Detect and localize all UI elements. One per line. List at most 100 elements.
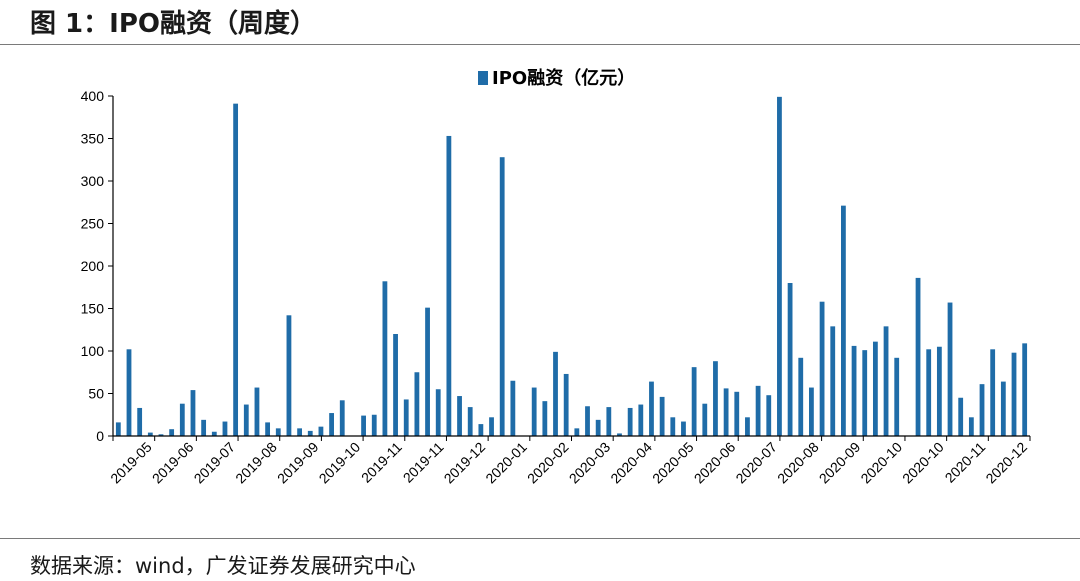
bar (659, 396, 665, 436)
bar (233, 103, 239, 437)
bar (222, 421, 228, 436)
x-tick-label: 2020-09 (816, 439, 864, 487)
bar (1000, 381, 1006, 436)
bar (286, 315, 292, 436)
bar (745, 417, 750, 436)
bar (126, 349, 132, 436)
bar (297, 428, 302, 436)
bar (489, 417, 494, 436)
bar (169, 429, 175, 436)
x-tick-label: 2019-11 (358, 439, 405, 486)
figure-title: 图 1：IPO融资（周度） (30, 9, 316, 39)
bar (947, 302, 953, 436)
bar (265, 422, 271, 436)
y-tick-label: 250 (81, 216, 105, 232)
bar (681, 421, 686, 436)
x-tick-label: 2020-04 (607, 439, 655, 487)
bar (979, 384, 985, 436)
bar (1022, 343, 1028, 436)
bar (542, 401, 548, 436)
bar (798, 357, 804, 436)
bar (777, 96, 782, 436)
bar (563, 373, 569, 436)
bar (830, 326, 836, 436)
x-tick-label: 2020-03 (566, 439, 614, 487)
bar (446, 135, 452, 436)
bar (841, 205, 846, 436)
bar (990, 349, 996, 436)
bar (318, 426, 324, 436)
bar (1011, 352, 1017, 436)
y-tick-label: 0 (96, 428, 104, 444)
bar (510, 380, 516, 436)
bar (553, 351, 558, 436)
x-tick-label: 2020-07 (732, 439, 780, 487)
bar (894, 357, 900, 436)
bar (179, 403, 185, 436)
legend-swatch (478, 71, 488, 85)
x-tick-label: 2019-05 (107, 439, 155, 487)
y-tick-label: 400 (81, 88, 105, 104)
bar (275, 428, 281, 436)
bar (926, 349, 932, 436)
x-tick-label: 2020-02 (524, 439, 572, 487)
x-tick-label: 2019-12 (441, 439, 489, 487)
bar (115, 422, 121, 436)
x-tick-label: 2020-01 (482, 439, 530, 487)
x-tick-label: 2020-08 (774, 439, 822, 487)
bar (425, 307, 430, 436)
x-tick-label: 2019-08 (232, 439, 280, 487)
top-divider (0, 44, 1080, 45)
bar (147, 432, 153, 436)
bottom-divider (0, 538, 1080, 539)
bar (638, 404, 644, 436)
y-tick-label: 300 (81, 173, 105, 189)
y-tick-label: 50 (88, 386, 104, 402)
bar (883, 326, 889, 436)
bar (393, 334, 398, 436)
x-tick-label: 2020-06 (691, 439, 739, 487)
bar (734, 391, 740, 436)
bar (606, 407, 612, 436)
bar (190, 390, 196, 436)
y-tick-label: 200 (81, 258, 105, 274)
bar (670, 417, 676, 436)
bar (339, 400, 345, 436)
x-tick-label: 2019-10 (316, 439, 364, 487)
y-tick-label: 100 (81, 343, 105, 359)
bar (585, 406, 590, 436)
x-tick-label: 2020-12 (982, 439, 1030, 487)
x-tick-label: 2020-11 (942, 439, 989, 486)
bar (862, 350, 868, 436)
bar (361, 415, 366, 436)
bar (158, 434, 164, 436)
x-tick-label: 2019-09 (274, 439, 322, 487)
bar (766, 395, 772, 436)
x-tick-label: 2020-10 (899, 439, 947, 487)
x-tick-label: 2019-06 (149, 439, 197, 487)
bar (851, 345, 857, 436)
x-tick-label: 2019-11 (400, 439, 447, 486)
bar (627, 407, 633, 436)
bar (755, 385, 761, 436)
bar (958, 397, 964, 436)
bar (819, 301, 825, 436)
bar (872, 341, 878, 436)
bar (574, 428, 580, 436)
bar (649, 381, 654, 436)
bar (691, 367, 697, 436)
bar (968, 417, 974, 436)
legend-label: IPO融资（亿元） (492, 67, 635, 89)
bar (467, 407, 473, 436)
bar (617, 433, 622, 436)
bar (403, 399, 409, 436)
y-tick-label: 350 (81, 131, 105, 147)
x-tick-label: 2020-10 (857, 439, 905, 487)
bar (414, 372, 420, 436)
bar (307, 430, 313, 436)
bar (936, 346, 942, 436)
bar-chart: IPO融资（亿元） 0 50 100 150 200 250 300 350 400 2019-05… (81, 67, 1031, 487)
bar (382, 281, 388, 436)
bar (211, 431, 217, 436)
bar (371, 414, 377, 436)
